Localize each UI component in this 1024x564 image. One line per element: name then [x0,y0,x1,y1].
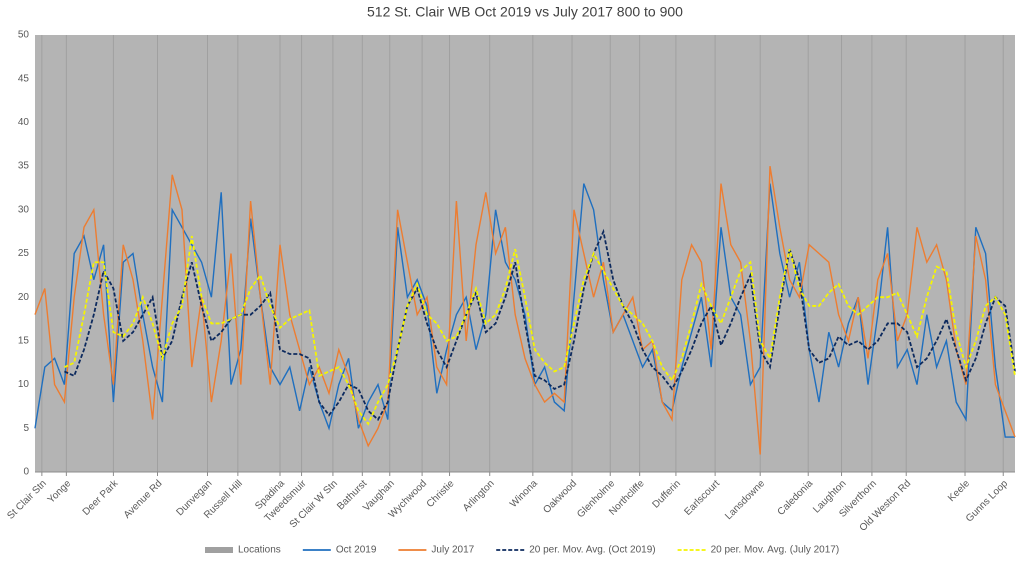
plot-area [35,35,1015,472]
y-tick-label: 25 [18,248,30,259]
legend-swatch [205,547,233,553]
legend-label: July 2017 [431,545,474,556]
y-tick-label: 45 [18,73,30,84]
y-tick-label: 10 [18,379,30,390]
x-tick-label: Deer Park [81,478,121,518]
x-tick-label: Winona [508,478,540,510]
x-tick-label: Yonge [46,478,74,506]
data-line [34,165,1016,455]
y-tick-label: 0 [23,467,29,478]
y-tick-label: 5 [23,423,29,434]
x-tick-label: Keele [946,478,972,504]
x-tick-label: Dufferin [650,478,682,510]
x-tick-label: Caledonia [776,478,816,518]
x-tick-label: Oakwood [541,478,579,516]
y-tick-label: 20 [18,292,30,303]
moving-average-line [64,235,1016,426]
x-tick-label: Christie [425,478,457,510]
moving-average-line [64,228,1016,421]
x-tick-label: Avenue Rd [122,478,165,521]
y-tick-label: 50 [18,30,30,41]
y-tick-label: 35 [18,161,30,172]
legend-label: Oct 2019 [336,545,377,556]
legend-label: Locations [238,545,281,556]
legend-label: 20 per. Mov. Avg. (Oct 2019) [529,545,655,556]
x-tick-label: Earlscourt [682,478,722,518]
y-tick-label: 30 [18,204,30,215]
x-tick-label: Lansdowne [723,478,767,522]
chart-title: 512 St. Clair WB Oct 2019 vs July 2017 8… [367,4,683,20]
data-line [34,183,1015,438]
x-tick-label: St Clair Stn [5,478,49,522]
legend-label: 20 per. Mov. Avg. (July 2017) [711,545,840,556]
y-tick-label: 15 [18,336,30,347]
x-tick-label: Arlington [461,478,497,514]
y-tick-label: 40 [18,117,30,128]
